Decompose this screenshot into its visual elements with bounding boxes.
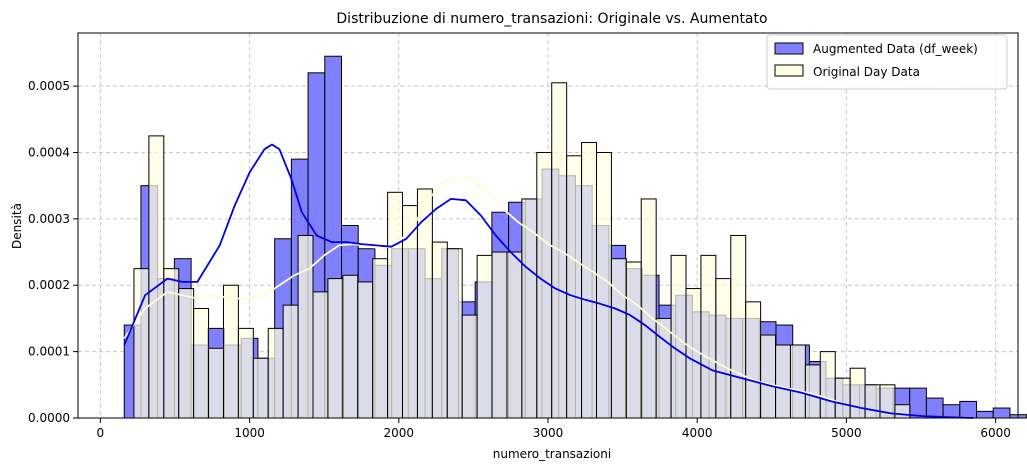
y-tick-label: 0.0003 — [28, 212, 70, 226]
bar-original — [566, 155, 583, 419]
bar-original — [402, 205, 418, 419]
bar-original — [640, 198, 657, 419]
bar-original — [625, 261, 642, 419]
bar-original — [849, 367, 866, 419]
chart-title: Distribuzione di numero_transazioni: Ori… — [336, 11, 767, 27]
x-tick-label: 5000 — [831, 426, 862, 440]
bar-original — [894, 404, 911, 419]
y-tick-label: 0.0004 — [28, 145, 70, 159]
bar-original — [581, 142, 597, 419]
bar-original — [431, 241, 448, 419]
bar-original — [476, 254, 493, 419]
kde-curves — [123, 143, 974, 419]
bar-augmented — [959, 400, 978, 419]
x-tick-label: 2000 — [384, 426, 415, 440]
axes: 0 1000 2000 3000 4000 5000 6000 0.0000 0.0001 0.0… — [28, 32, 1019, 440]
bar-original — [461, 314, 478, 419]
bar-original — [387, 191, 404, 419]
legend: Augmented Data (df_week) Original Day Da… — [766, 34, 1008, 90]
bar-original — [327, 278, 344, 419]
bar-original — [834, 377, 851, 419]
kde-line-original — [123, 176, 847, 406]
bar-augmented — [909, 387, 927, 419]
bar-original — [208, 347, 224, 419]
bar-augmented — [992, 407, 1011, 419]
x-tick-label: 3000 — [533, 426, 564, 440]
x-tick-label: 6000 — [980, 426, 1011, 440]
bar-original — [252, 357, 269, 419]
bar-original — [700, 254, 717, 419]
bar-original — [715, 278, 732, 419]
bar-original — [491, 251, 508, 419]
y-tick-label: 0.0002 — [28, 278, 70, 292]
bar-original — [804, 364, 821, 419]
x-axis-title: numero_transazioni — [493, 447, 611, 461]
bar-original — [133, 268, 150, 419]
bar-original — [267, 327, 284, 419]
bar-original — [148, 135, 165, 419]
y-tick-label: 0.0001 — [28, 345, 70, 359]
bar-original — [506, 251, 523, 419]
bar-original — [297, 234, 314, 419]
legend-label-augmented: Augmented Data (df_week) — [813, 42, 978, 56]
bar-original — [446, 248, 463, 419]
legend-swatch-original — [774, 64, 804, 77]
y-tick-label: 0.0005 — [28, 79, 70, 93]
bar-original — [372, 258, 389, 419]
original-bars — [133, 82, 911, 419]
bar-original — [178, 288, 195, 419]
bar-original — [864, 384, 881, 419]
bar-original — [610, 258, 627, 419]
bar-augmented — [925, 397, 944, 419]
bar-original — [237, 327, 254, 419]
legend-frame — [766, 34, 1008, 90]
bar-original — [775, 344, 791, 419]
bar-original — [163, 268, 180, 419]
kde-line-augmented — [123, 143, 974, 419]
bar-original — [312, 291, 329, 419]
bar-augmented — [976, 410, 994, 419]
bar-augmented — [942, 404, 961, 419]
bar-original — [655, 317, 672, 419]
x-tick-label: 1000 — [234, 426, 265, 440]
bar-original — [357, 281, 374, 419]
legend-label-original: Original Day Data — [813, 65, 920, 79]
bar-original — [789, 344, 806, 419]
bar-original — [595, 151, 612, 419]
bar-original — [819, 351, 836, 419]
bar-original — [282, 304, 299, 419]
bar-original — [730, 234, 747, 419]
bar-original — [521, 198, 538, 419]
y-tick-label: 0.0000 — [28, 411, 70, 425]
bar-original — [760, 334, 777, 419]
x-tick-label: 0 — [97, 426, 105, 440]
bar-original — [745, 301, 762, 419]
x-tick-label: 4000 — [682, 426, 713, 440]
bar-original — [670, 254, 687, 419]
bar-original — [222, 284, 239, 419]
y-axis-title: Densità — [10, 203, 24, 249]
bar-original — [193, 307, 210, 419]
legend-swatch-augmented — [774, 42, 804, 55]
bar-original — [342, 274, 359, 419]
